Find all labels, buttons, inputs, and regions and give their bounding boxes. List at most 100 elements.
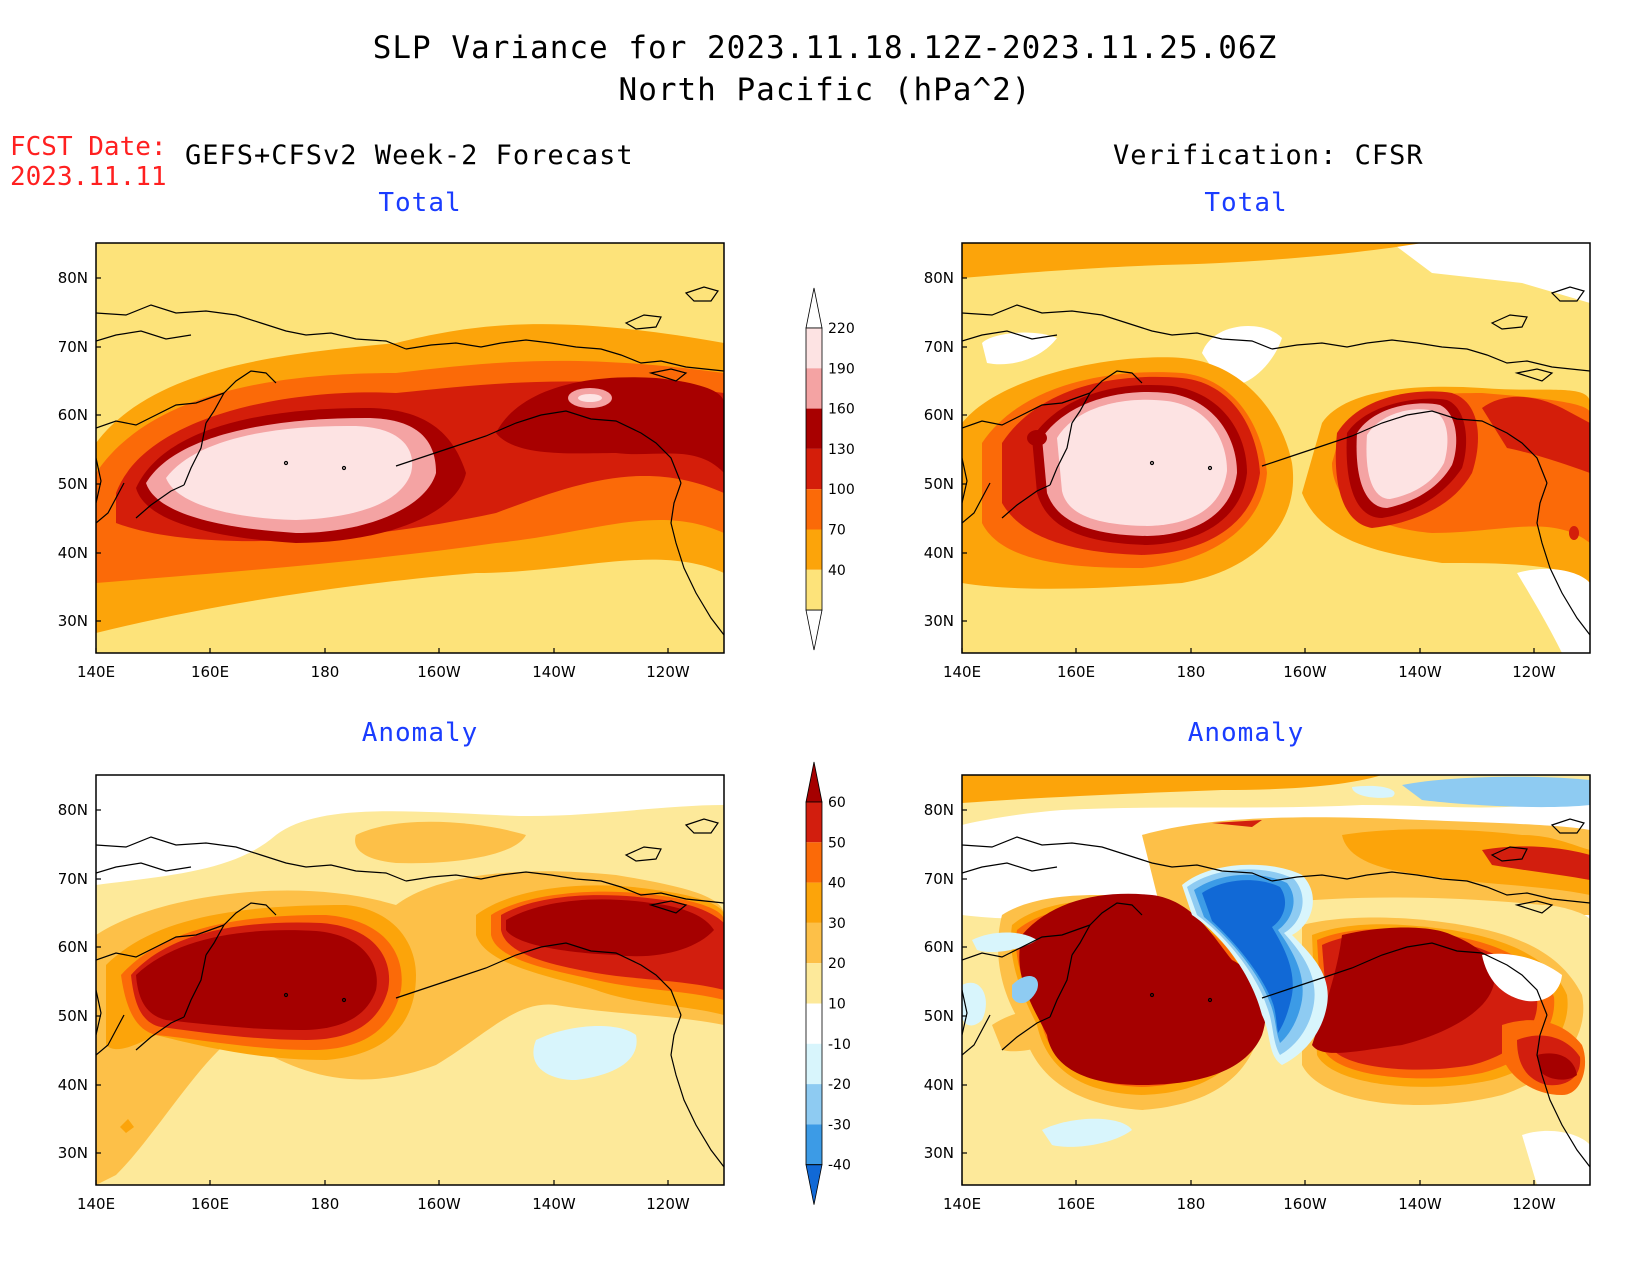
lat-tick-label: 30N (58, 1144, 88, 1162)
colorbar-segment (806, 1084, 822, 1125)
lat-tick-label: 70N (924, 338, 954, 356)
colorbar-segment (806, 368, 822, 409)
lat-tick-label: 40N (924, 544, 954, 562)
lat-tick-label: 30N (58, 612, 88, 630)
colorbar-segment (806, 448, 822, 490)
fcst-date-label: FCST Date: (10, 132, 167, 162)
colorbar-segment (806, 1003, 822, 1044)
anomaly-colorbar: 60 50 40 30 20 10 -10 -20 -30 -40 (805, 761, 851, 1205)
colorbar-label: 70 (828, 523, 846, 539)
panel-title-verification-anomaly: Anomaly (1187, 718, 1305, 748)
colorbar-label: 40 (828, 876, 846, 892)
lon-tick-label: 180 (1177, 663, 1206, 681)
colorbar-segment (806, 328, 822, 369)
colorbar-label: -30 (828, 1117, 851, 1133)
colorbar-label: 50 (828, 835, 846, 851)
lat-tick-label: 50N (58, 1007, 88, 1025)
lat-tick-label: 70N (58, 870, 88, 888)
colorbar-segment (805, 1164, 823, 1205)
lon-tick-label: 140E (943, 1195, 981, 1213)
lat-tick-label: 80N (58, 269, 88, 287)
colorbar-label: 10 (828, 997, 846, 1013)
map-axes: 140E 160E 180 160W 140W 120W 80N 70N 60N 50N 40N 30… (58, 269, 1556, 1213)
colorbar-label: 40 (828, 563, 846, 579)
colorbar-label: 160 (828, 402, 855, 418)
lon-tick-label: 140W (532, 1195, 576, 1213)
colorbar-outline (805, 801, 823, 1166)
lon-tick-label: 140W (1398, 1195, 1442, 1213)
lon-tick-label: 160E (1057, 663, 1095, 681)
lon-tick-label: 160E (191, 1195, 229, 1213)
lon-tick-label: 160W (417, 1195, 461, 1213)
colorbar-segment (805, 761, 823, 803)
lat-tick-label: 50N (58, 475, 88, 493)
forecast-total-map (96, 243, 724, 653)
lat-tick-label: 30N (924, 612, 954, 630)
panel-title-verification-total: Total (1204, 188, 1288, 218)
lon-tick-label: 140E (943, 663, 981, 681)
colorbar-segment (805, 609, 823, 651)
colorbar-label: 20 (828, 956, 846, 972)
lat-tick-label: 60N (58, 938, 88, 956)
lat-tick-label: 70N (924, 870, 954, 888)
lon-tick-label: 120W (1512, 1195, 1556, 1213)
lon-tick-label: 180 (311, 1195, 340, 1213)
lon-tick-label: 140W (532, 663, 576, 681)
colorbar-segment (806, 842, 822, 883)
lat-tick-label: 40N (924, 1076, 954, 1094)
colorbar-segment (806, 963, 822, 1004)
lon-tick-label: 180 (1177, 1195, 1206, 1213)
colorbar-segment (806, 408, 822, 449)
verification-anomaly-map (962, 775, 1590, 1185)
forecast-total-frame (95, 242, 725, 654)
colorbar-segment (806, 1043, 822, 1085)
lat-tick-label: 80N (924, 801, 954, 819)
colorbar-label: 60 (828, 795, 846, 811)
main-subtitle: North Pacific (hPa^2) (618, 72, 1032, 108)
lon-tick-label: 120W (1512, 663, 1556, 681)
total-colorbar: 220 190 160 130 100 70 40 (805, 287, 855, 651)
lon-tick-label: 180 (311, 663, 340, 681)
lon-tick-label: 120W (646, 663, 690, 681)
lon-tick-label: 140E (77, 663, 115, 681)
lon-tick-label: 160W (1283, 663, 1327, 681)
lat-tick-label: 60N (924, 406, 954, 424)
colorbar-label: 220 (828, 321, 855, 337)
lat-tick-label: 40N (58, 544, 88, 562)
lat-tick-label: 30N (924, 1144, 954, 1162)
lat-tick-label: 40N (58, 1076, 88, 1094)
lat-tick-label: 60N (58, 406, 88, 424)
lon-tick-label: 160E (191, 663, 229, 681)
lon-tick-label: 160W (417, 663, 461, 681)
lat-tick-label: 60N (924, 938, 954, 956)
forecast-column-heading: GEFS+CFSv2 Week-2 Forecast (185, 140, 634, 171)
lat-tick-label: 50N (924, 1007, 954, 1025)
lon-tick-label: 140W (1398, 663, 1442, 681)
lat-tick-label: 80N (58, 801, 88, 819)
colorbar-label: 190 (828, 361, 855, 377)
colorbar-segment (805, 287, 823, 329)
colorbar-outline (805, 327, 823, 611)
main-title: SLP Variance for 2023.11.18.12Z-2023.11.… (372, 30, 1278, 66)
colorbar-segment (806, 529, 822, 570)
colorbar-label: -20 (828, 1077, 851, 1093)
lon-tick-label: 160E (1057, 1195, 1095, 1213)
lon-tick-label: 140E (77, 1195, 115, 1213)
verification-total-frame (961, 242, 1591, 654)
forecast-anomaly-frame (95, 774, 725, 1186)
colorbar-segment (806, 489, 822, 530)
panel-title-forecast-anomaly: Anomaly (361, 718, 479, 748)
verification-anomaly-frame (961, 774, 1591, 1186)
lat-tick-label: 50N (924, 475, 954, 493)
colorbar-segment (806, 802, 822, 843)
panel-title-forecast-total: Total (378, 188, 462, 218)
lat-tick-label: 80N (924, 269, 954, 287)
colorbar-label: 30 (828, 916, 846, 932)
lon-tick-label: 160W (1283, 1195, 1327, 1213)
colorbar-segment (806, 569, 822, 611)
colorbar-segment (806, 1124, 822, 1165)
colorbar-label: -10 (828, 1037, 851, 1053)
forecast-anomaly-map (96, 775, 724, 1185)
colorbar-label: 100 (828, 482, 855, 498)
verification-total-map (962, 243, 1590, 653)
